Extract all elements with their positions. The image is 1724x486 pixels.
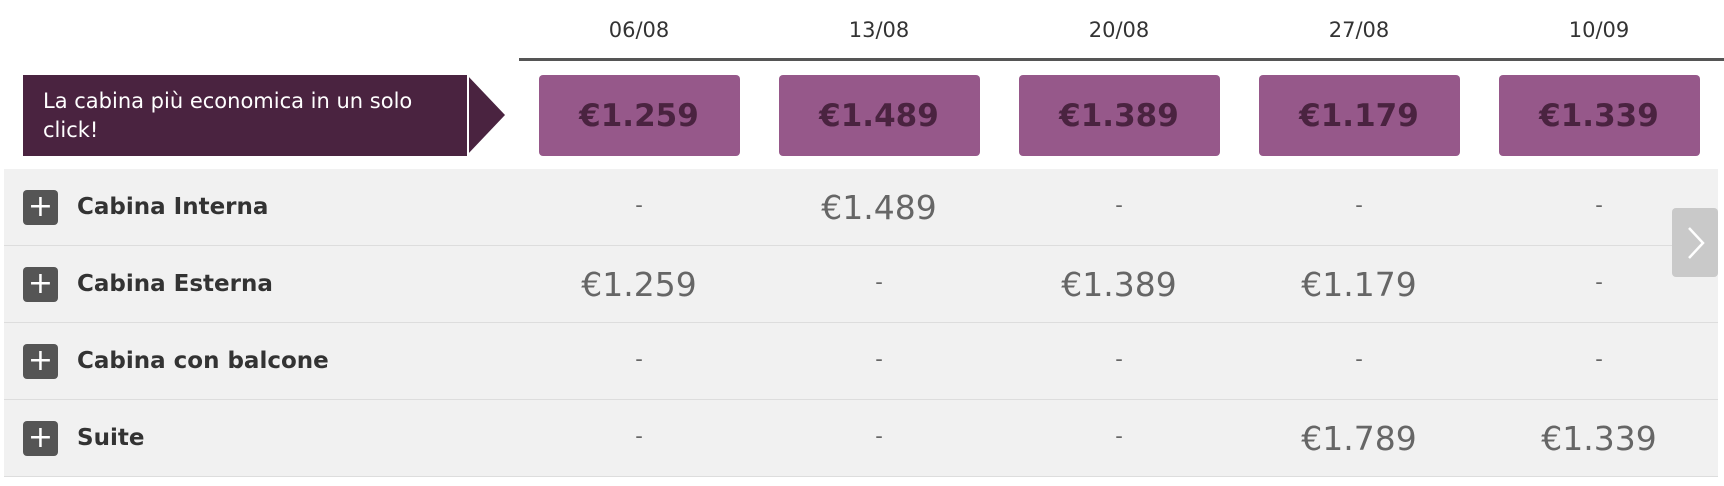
no-price: -	[635, 424, 643, 448]
no-price: -	[1355, 347, 1363, 371]
cabin-price[interactable]: €1.789	[1301, 419, 1417, 458]
no-price: -	[1355, 193, 1363, 217]
cabin-price[interactable]: €1.489	[821, 188, 937, 227]
cabin-row	[4, 246, 1718, 323]
banner: La cabina più economica in un solo click…	[23, 75, 468, 156]
best-price-button[interactable]: €1.179	[1258, 75, 1460, 156]
expand-button[interactable]: +	[23, 267, 58, 302]
cabin-row	[4, 400, 1718, 477]
date-header: 10/09	[1568, 18, 1630, 42]
cabin-price[interactable]: €1.339	[1541, 419, 1657, 458]
no-price: -	[875, 347, 883, 371]
no-price: -	[1115, 193, 1123, 217]
no-price: -	[1595, 270, 1603, 294]
best-price-button[interactable]: €1.259	[538, 75, 740, 156]
expand-button[interactable]: +	[23, 344, 58, 379]
no-price: -	[875, 270, 883, 294]
best-price-button[interactable]: €1.389	[1018, 75, 1220, 156]
no-price: -	[1115, 347, 1123, 371]
no-price: -	[1595, 193, 1603, 217]
no-price: -	[635, 193, 643, 217]
cabin-name: Cabina con balcone	[77, 348, 329, 374]
best-price-button[interactable]: €1.489	[778, 75, 980, 156]
cabin-price[interactable]: €1.179	[1301, 265, 1417, 304]
date-header: 20/08	[1088, 18, 1150, 42]
banner-divider	[467, 75, 469, 156]
date-header: 13/08	[848, 18, 910, 42]
cabin-row	[4, 323, 1718, 400]
cabin-name: Cabina Esterna	[77, 271, 273, 297]
best-price-button[interactable]: €1.339	[1498, 75, 1700, 156]
date-header: 27/08	[1328, 18, 1390, 42]
expand-button[interactable]: +	[23, 190, 58, 225]
cabin-name: Suite	[77, 425, 145, 451]
cabin-price[interactable]: €1.389	[1061, 265, 1177, 304]
cabin-row	[4, 169, 1718, 246]
next-icon	[1688, 227, 1705, 259]
no-price: -	[875, 424, 883, 448]
next-button[interactable]	[1672, 208, 1718, 277]
banner-arrow	[467, 75, 505, 155]
no-price: -	[635, 347, 643, 371]
no-price: -	[1115, 424, 1123, 448]
cabin-price[interactable]: €1.259	[581, 265, 697, 304]
cabin-name: Cabina Interna	[77, 194, 269, 220]
no-price: -	[1595, 347, 1603, 371]
header-rule	[519, 58, 1724, 61]
date-header: 06/08	[608, 18, 670, 42]
expand-button[interactable]: +	[23, 421, 58, 456]
